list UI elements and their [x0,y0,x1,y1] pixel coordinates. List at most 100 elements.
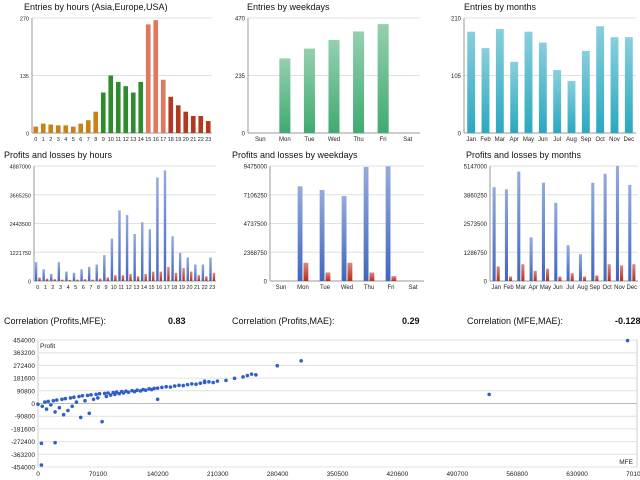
y-tick-label: 4887000 [10,165,31,171]
loss-bar [558,276,562,281]
scatter-point [54,398,59,402]
loss-bar [174,272,178,281]
x-tick-label: Apr [509,137,518,143]
bar [538,42,547,134]
scatter-point [487,392,491,397]
y-tick-label: 0 [264,280,268,286]
bar [40,123,46,133]
y-tick-label: 181600 [13,376,35,383]
x-tick-label: Apr [528,285,537,291]
x-tick-label: 8 [94,137,97,143]
x-tick-label: 13 [133,285,139,291]
loss-bar [391,276,397,281]
scatter-point [168,385,173,389]
scatter-point [87,411,92,416]
profit-bar [50,273,53,281]
profit-bar [95,264,98,281]
x-tick-label: 630900 [566,471,588,478]
x-tick-label: 14 [141,285,147,291]
scatter-point [89,393,93,397]
x-tick-label: Sep [589,285,600,291]
profit-bar [504,189,508,281]
bar [624,37,633,133]
x-tick-label: Sun [276,285,287,291]
x-tick-label: 21 [190,137,196,143]
bar [377,24,389,134]
chart-entries-by-weekdays: Entries by weekdays 0 235 470 Sun Mon Tue Wed T… [228,2,423,150]
scatter-point [202,379,207,383]
chart-svg: 0 2368750 4737500 7106250 9475000 Sun Mon Tue We… [244,165,424,291]
profit-bar [34,262,38,281]
y-tick-label: 210 [451,17,462,23]
bar [596,26,605,133]
x-tick-label: 0 [34,137,37,143]
scatter-point [177,383,181,388]
scatter-point [117,391,121,396]
bar [510,61,519,133]
bar [328,40,340,133]
bar [55,125,61,133]
loss-bar [607,264,611,281]
chart-svg: 0 235 470 Sun Mon Tue Wed Thu Fri Sat [235,17,420,143]
scatter-point [224,378,228,383]
correlation-value: 0.29 [402,316,420,326]
y-tick-label: 0 [28,280,31,286]
x-tick-label: 23 [209,285,215,291]
x-tick-label: May [540,285,551,291]
x-tick-label: 11 [118,285,124,291]
y-tick-label: 9475000 [244,165,268,171]
x-tick-label: 6 [79,137,82,143]
scatter-point [108,393,113,397]
bar [610,37,619,133]
scatter-point [53,440,57,445]
y-tick-label: 0 [242,132,246,138]
scatter-point [198,381,203,386]
correlation-value: 0.83 [168,316,186,326]
x-tick-label: 7 [89,285,92,291]
scatter-point [96,396,100,400]
x-tick-label: Dec [626,285,637,291]
chart-title: Entries by hours (Asia,Europe,USA) [24,2,168,12]
bar [48,124,54,133]
scatter-point [46,399,51,404]
profit-bar [628,184,632,281]
profit-bar [529,237,533,281]
bar [145,24,151,134]
bar [581,50,590,133]
loss-bar [509,276,513,281]
x-tick-label: 15 [145,137,151,143]
loss-bar [45,278,49,281]
scatter-point [39,463,44,467]
loss-bar [369,272,375,281]
y-tick-label: -272400 [11,439,35,446]
loss-bar [189,271,193,281]
scatter-point [106,391,110,395]
bar [78,123,84,133]
x-tick-label: Jan [466,137,476,143]
scatter-point [249,372,254,376]
x-tick-label: Thu [353,137,363,143]
scatter-point [80,394,85,398]
profit-bar [110,238,114,281]
profit-bar [541,182,545,281]
x-tick-label: Sat [408,285,417,291]
x-tick-label: Jul [566,285,574,291]
bar [467,31,476,133]
y-tick-label: 5147000 [464,165,488,171]
profit-bar [297,186,303,281]
y-tick-label: 270 [20,17,29,23]
chart-profits-losses-by-months: Profits and losses by months 0 1286750 257… [462,150,640,291]
scatter-point [625,338,630,343]
x-tick-label: 4 [64,137,67,143]
x-tick-label: 15 [148,285,154,291]
scatter-point [155,386,160,390]
x-tick-label: Feb [503,285,514,291]
loss-bar [61,279,64,281]
y-tick-label: -181600 [11,426,35,433]
scatter-point [155,397,160,402]
chart-profits-losses-by-hours: Profits and losses by hours 0 1221750 2443… [0,150,220,291]
loss-bar [121,275,125,281]
scatter-point [185,382,190,387]
profit-bar [87,266,91,281]
